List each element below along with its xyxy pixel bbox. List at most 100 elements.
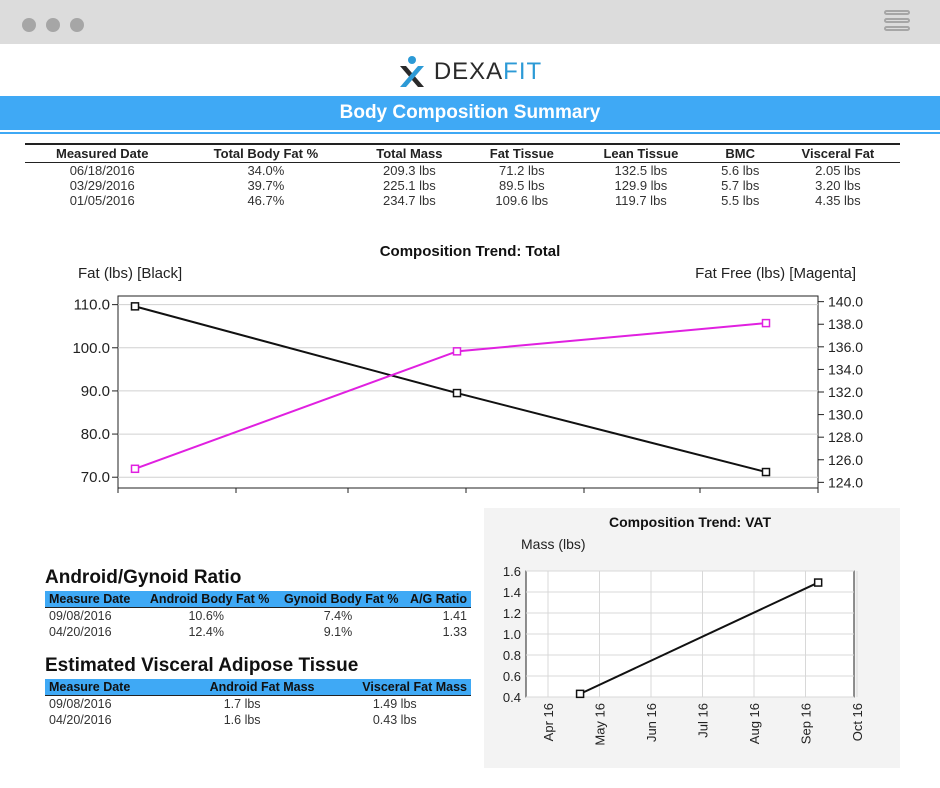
col-header: Android Body Fat % [139, 591, 274, 608]
table-cell: 109.6 lbs [495, 193, 549, 208]
y2-tick-label: 124.0 [828, 474, 863, 490]
table-cell: 09/08/2016 [49, 609, 112, 623]
table-cell: 10.6% [188, 609, 224, 623]
col-header: BMC [704, 143, 776, 163]
table-cell: 03/29/2016 [69, 178, 135, 193]
data-point [452, 347, 462, 356]
y-tick-label: 70.0 [81, 469, 110, 486]
table-cell: 04/20/2016 [49, 713, 112, 727]
col-header: Measure Date [45, 679, 166, 696]
y-tick-label: 0.6 [503, 669, 521, 684]
col-header: Android Fat Mass [165, 679, 319, 696]
table-cell: 1.41 [442, 609, 467, 623]
y-tick-label: 1.6 [503, 564, 521, 579]
table-cell: 1.6 lbs [223, 713, 261, 727]
x-tick-label: Aug 16 [747, 703, 762, 744]
col-header: Fat Tissue [466, 143, 578, 163]
y2-tick-label: 128.0 [828, 429, 863, 445]
right-axis-label: Fat Free (lbs) [Magenta] [695, 265, 856, 282]
y-tick-label: 90.0 [81, 383, 110, 400]
y2-tick-label: 126.0 [828, 452, 863, 468]
y2-tick-label: 134.0 [828, 361, 863, 377]
left-axis-label: Fat (lbs) [Black] [78, 265, 182, 282]
data-point [761, 318, 771, 328]
table-row: 09/08/2016 10.6% 7.4% 1.41 [45, 608, 471, 625]
y-tick-label: 80.0 [81, 426, 110, 443]
y-tick-label: 1.4 [503, 585, 521, 600]
data-point [452, 388, 462, 398]
table-cell: 71.2 lbs [499, 163, 545, 178]
y2-tick-label: 138.0 [828, 316, 863, 332]
y2-tick-label: 136.0 [828, 339, 863, 355]
table-row: 04/20/2016 1.6 lbs 0.43 lbs [45, 712, 471, 728]
data-point [130, 464, 140, 474]
y-tick-label: 0.4 [503, 690, 521, 705]
banner-divider [0, 132, 940, 134]
x-tick-label: Sep 16 [799, 703, 814, 744]
table-cell: 1.7 lbs [223, 697, 261, 711]
vat-section-title: Estimated Visceral Adipose Tissue [45, 655, 359, 676]
data-point [575, 689, 585, 699]
table-cell: 5.6 lbs [721, 163, 760, 178]
table-cell: 119.7 lbs [615, 193, 667, 208]
table-cell: 34.0% [247, 163, 285, 178]
vat-header-row: Measure Date Android Fat Mass Visceral F… [45, 679, 471, 696]
table-cell: 04/20/2016 [49, 625, 112, 639]
table-cell: 12.4% [188, 625, 224, 639]
col-header: A/G Ratio [402, 591, 471, 608]
table-cell: 09/08/2016 [49, 697, 112, 711]
vat-chart-panel: Composition Trend: VAT Mass (lbs) 1.6 1.4… [484, 508, 900, 768]
x-tick-label: Jun 16 [644, 703, 659, 742]
table-row: 01/05/2016 46.7% 234.7 lbs 109.6 lbs 119… [25, 193, 900, 208]
ag-header-row: Measure Date Android Body Fat % Gynoid B… [45, 591, 471, 608]
table-cell: 0.43 lbs [372, 713, 417, 727]
page-title: Body Composition Summary [0, 96, 940, 130]
window-zoom-dot[interactable] [70, 18, 84, 32]
y-tick-label: 0.8 [503, 648, 521, 663]
x-tick-label: Oct 16 [850, 703, 865, 741]
vat-trend-chart: Composition Trend: VAT Mass (lbs) 1.6 1.4… [503, 514, 865, 746]
x-tick-label: Apr 16 [541, 703, 556, 741]
table-cell: 5.7 lbs [721, 178, 760, 193]
col-header: Visceral Fat Mass [318, 679, 471, 696]
y-tick-label: 1.2 [503, 606, 521, 621]
col-header: Total Mass [352, 143, 467, 163]
summary-table: Measured Date Total Body Fat % Total Mas… [25, 143, 900, 208]
col-header: Visceral Fat [775, 143, 900, 163]
table-cell: 7.4% [323, 609, 353, 623]
table-cell: 5.5 lbs [721, 193, 760, 208]
table-cell: 1.33 [442, 625, 467, 639]
total-trend-chart: Composition Trend: Total Fat (lbs) [Blac… [72, 243, 863, 493]
ag-table: Measure Date Android Body Fat % Gynoid B… [45, 591, 471, 640]
logo-mark-icon [399, 56, 424, 87]
table-cell: 129.9 lbs [614, 178, 668, 193]
vat-table: Measure Date Android Fat Mass Visceral F… [45, 679, 471, 728]
table-row: 04/20/2016 12.4% 9.1% 1.33 [45, 624, 471, 640]
table-row: 06/18/2016 34.0% 209.3 lbs 71.2 lbs 132.… [25, 163, 900, 179]
y2-tick-label: 140.0 [828, 294, 863, 310]
table-cell: 4.35 lbs [815, 193, 861, 208]
col-header: Gynoid Body Fat % [273, 591, 403, 608]
series-line [579, 581, 819, 695]
x-tick-label: Jul 16 [696, 703, 711, 738]
table-cell: 46.7% [247, 193, 285, 208]
table-cell: 3.20 lbs [815, 178, 861, 193]
y-tick-label: 100.0 [72, 340, 110, 357]
dexafit-logo: DEXAFIT [0, 52, 940, 92]
table-cell: 209.3 lbs [383, 163, 436, 178]
hamburger-menu-icon[interactable] [884, 10, 910, 36]
table-row: 09/08/2016 1.7 lbs 1.49 lbs [45, 696, 471, 713]
window-close-dot[interactable] [22, 18, 36, 32]
table-row: 03/29/2016 39.7% 225.1 lbs 89.5 lbs 129.… [25, 178, 900, 193]
col-header: Total Body Fat % [179, 143, 353, 163]
y-tick-label: 1.0 [503, 627, 521, 642]
table-cell: 39.7% [247, 178, 285, 193]
table-cell: 01/05/2016 [69, 193, 135, 208]
window-minimize-dot[interactable] [46, 18, 60, 32]
logo-wordmark: DEXAFIT [433, 58, 543, 85]
table-cell: 234.7 lbs [383, 193, 436, 208]
y2-tick-label: 132.0 [828, 384, 863, 400]
y-tick-label: 110.0 [74, 297, 110, 314]
data-point [761, 467, 771, 477]
col-header: Measure Date [45, 591, 140, 608]
